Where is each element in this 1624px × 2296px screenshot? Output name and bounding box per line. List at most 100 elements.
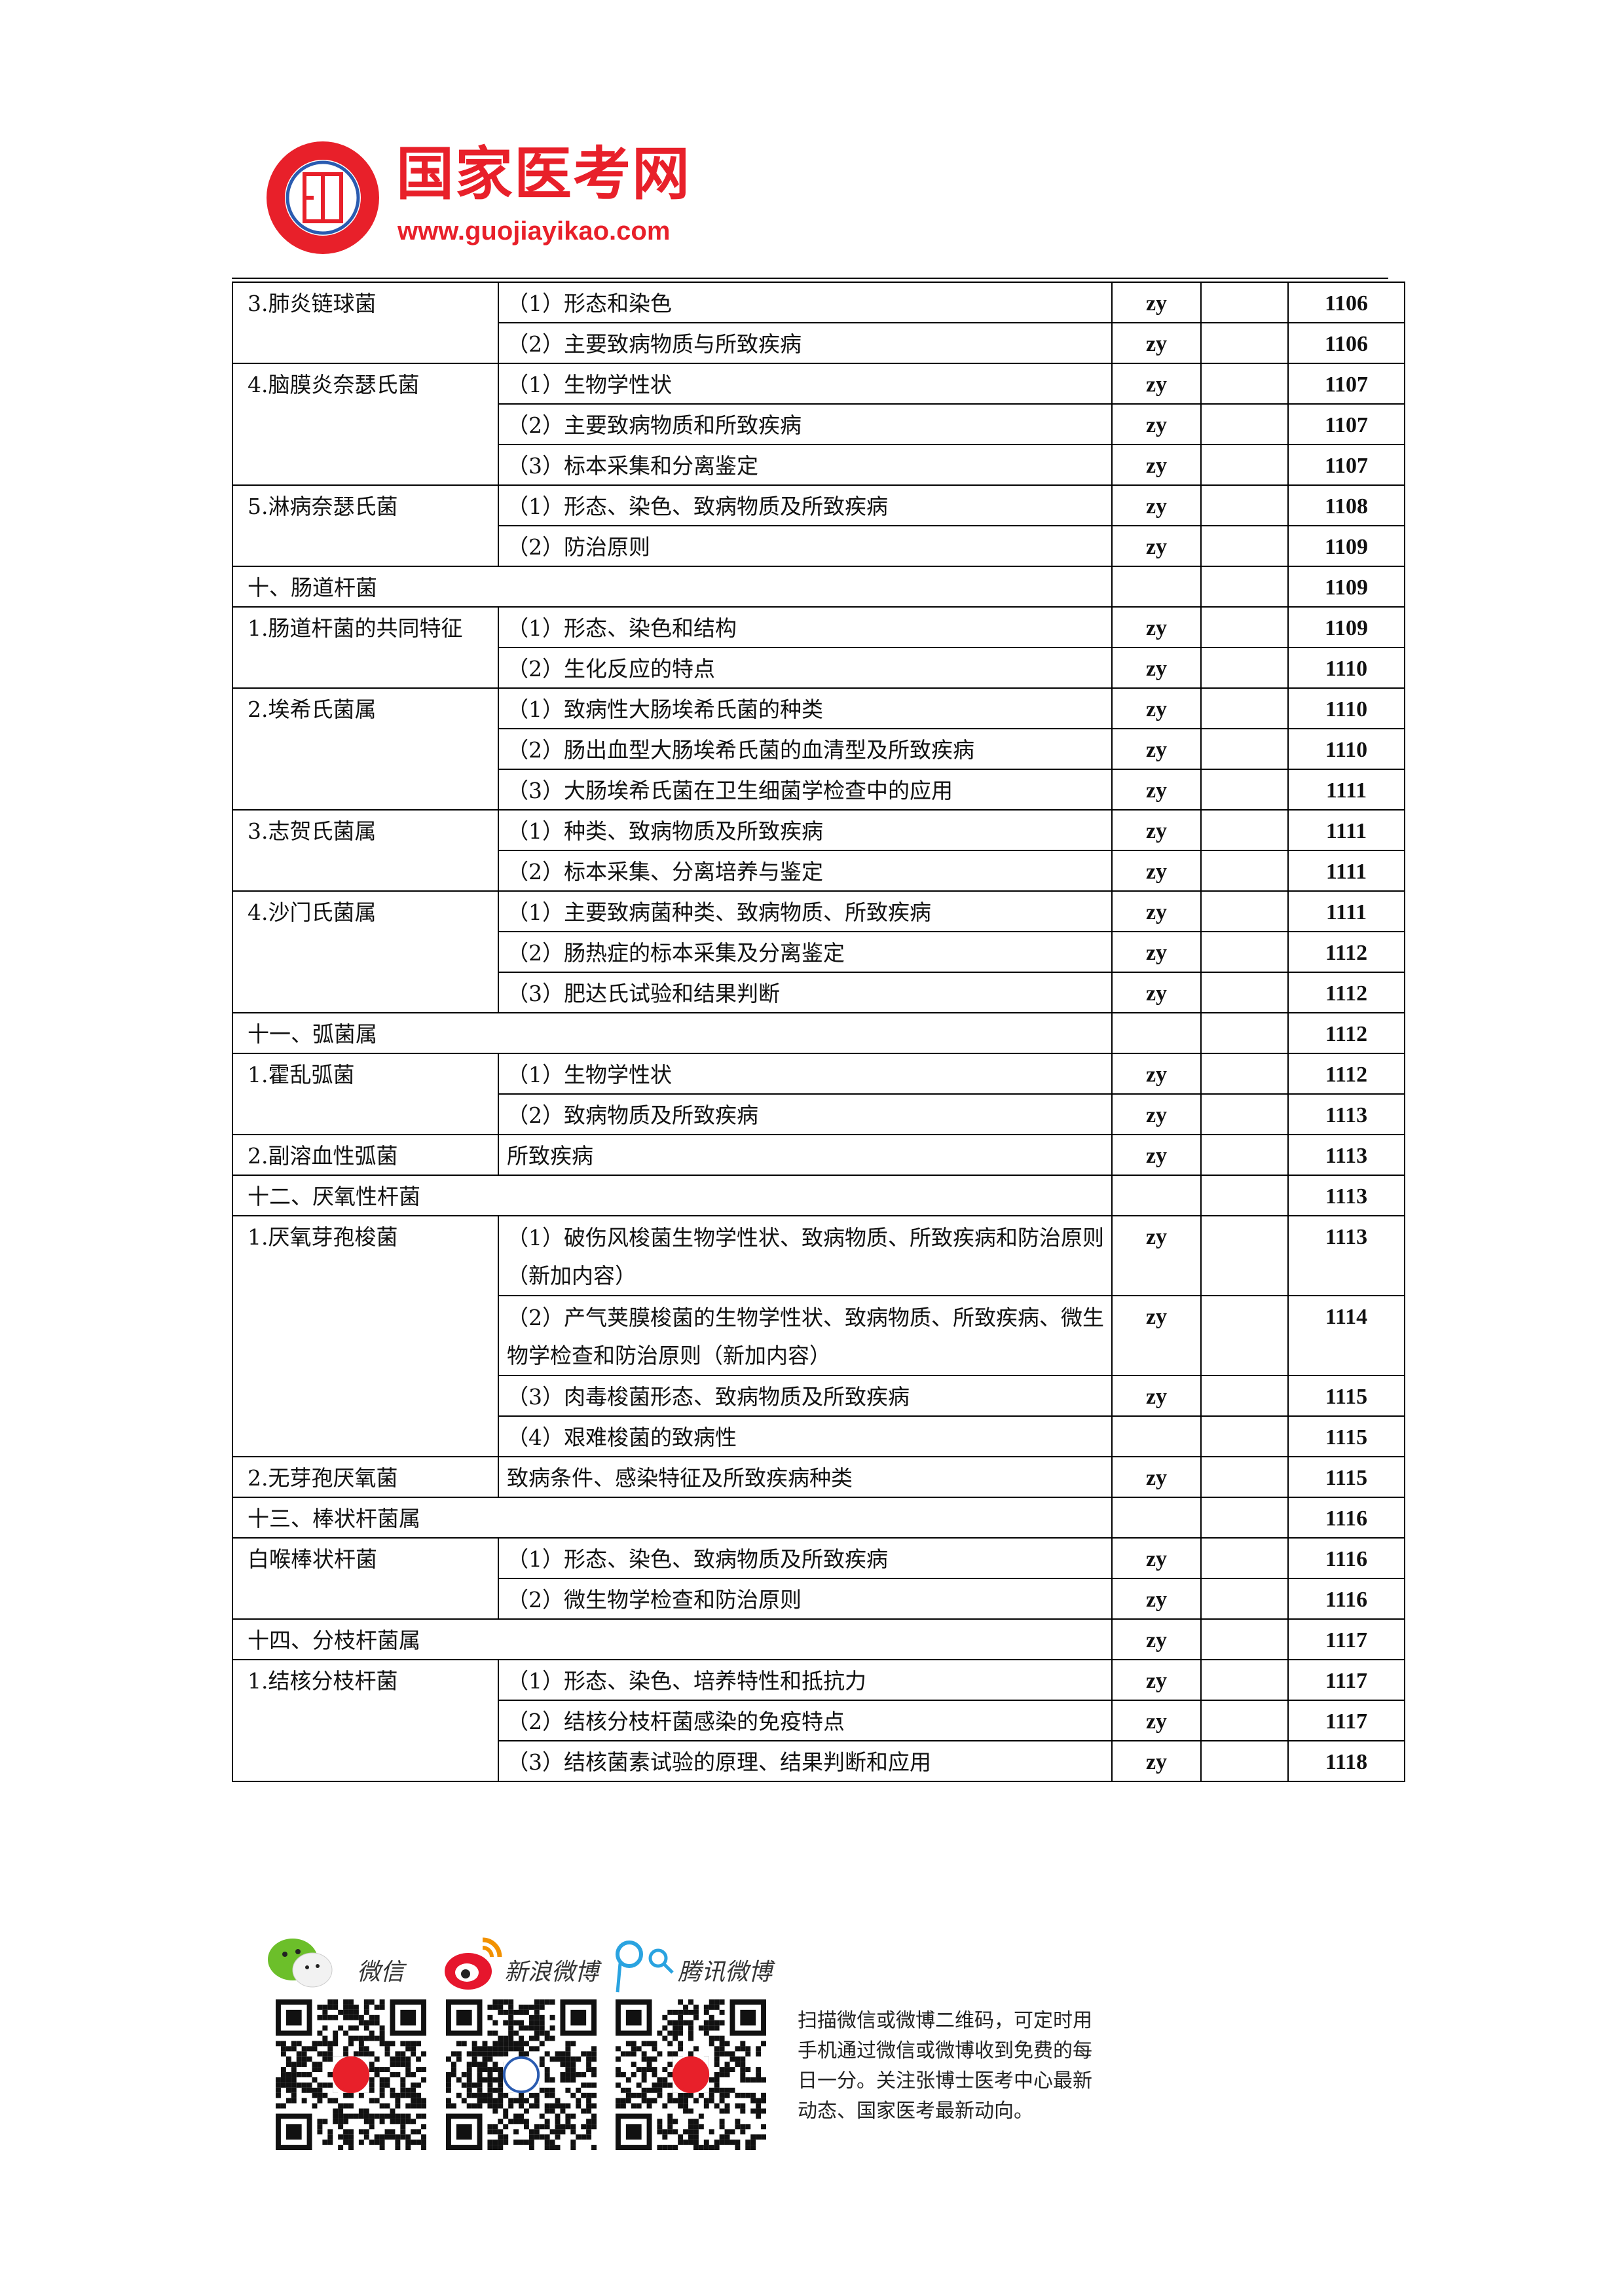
subtopic-text: （3）大肠埃希氏菌在卫生细菌学检查中的应用 [498,769,1113,811]
topic-name: 5.淋病奈瑟氏菌 [232,484,499,567]
table-row: 4.脑膜炎奈瑟氏菌 （1）生物学性状 zy 1107 [232,363,1405,486]
section-row: 十一、弧菌属 1112 [232,1012,1405,1054]
empty-cell [1200,1618,1289,1660]
page-cell: 1111 [1287,890,1405,932]
subtopic-text: （2）结核分枝杆菌感染的免疫特点 [498,1700,1113,1741]
page-cell: 1109 [1287,606,1405,648]
empty-cell [1200,687,1289,729]
subtopic-text: （1）致病性大肠埃希氏菌的种类 [498,687,1113,729]
empty-cell [1200,1134,1289,1176]
page-cell: 1115 [1287,1456,1405,1498]
empty-cell [1200,282,1289,323]
empty-cell [1200,1700,1289,1741]
empty-cell [1200,1456,1289,1498]
syllabus-table: 3.肺炎链球菌 （1）形态和染色 zy 1106 （2）主要致病物质与所致疾病 zy 110… [232,282,1405,1782]
table-row: （2）微生物学检查和防治原则 zy 1116 [232,1578,1405,1620]
table-row: 1.肠道杆菌的共同特征 （1）形态、染色和结构 zy 1109 [232,606,1405,689]
section-title: 十三、棒状杆菌属 [232,1497,1113,1539]
topic-name: 4.脑膜炎奈瑟氏菌 [232,363,499,486]
subtopic-text: （1）生物学性状 [498,1053,1113,1095]
subtopic-text: 所致疾病 [498,1134,1113,1176]
page-cell: 1116 [1287,1537,1405,1579]
subtopic-text: （2）标本采集、分离培养与鉴定 [498,850,1113,892]
table-row: 1.结核分枝杆菌 （1）形态、染色、培养特性和抵抗力 zy 1117 [232,1659,1405,1782]
topic-name: 1.厌氧芽孢梭菌 [232,1215,499,1457]
mark-cell: zy [1111,606,1202,648]
footer-note: 扫描微信或微博二维码，可定时用 手机通过微信或微博收到免费的每 日一分。关注张博… [798,2006,1151,2126]
mark-cell: zy [1111,1134,1202,1176]
subtopic-text: （1）形态、染色和结构 [498,606,1113,648]
weibo-label: 新浪微博 [504,1959,599,1986]
page-cell: 1109 [1287,525,1405,567]
subtopic-text: （3）肥达氏试验和结果判断 [498,972,1113,1013]
table-row: （3）标本采集和分离鉴定 zy 1107 [232,444,1405,486]
footer-line: 动态、国家医考最新动向。 [798,2100,1033,2123]
topic-name: 4.沙门氏菌属 [232,890,499,1013]
empty-cell [1200,566,1289,608]
page-cell: 1117 [1287,1618,1405,1660]
mark-cell: zy [1111,809,1202,851]
mark-cell: zy [1111,322,1202,364]
tencent-weibo-icon [616,1941,674,1993]
mark-cell: zy [1111,850,1202,892]
topic-name: 2.副溶血性弧菌 [232,1134,499,1176]
subtopic-text: 致病条件、感染特征及所致疾病种类 [498,1456,1113,1498]
subtopic-text: （3）标本采集和分离鉴定 [498,444,1113,486]
topic-name: 2.埃希氏菌属 [232,687,499,811]
weibo-icon [445,1937,502,1990]
table-row: 4.沙门氏菌属 （1）主要致病菌种类、致病物质、所致疾病 zy 1111 [232,890,1405,1013]
empty-cell [1200,1175,1289,1216]
page-cell: 1113 [1287,1175,1405,1216]
mark-cell: zy [1111,769,1202,811]
mark-cell [1111,1012,1202,1054]
mark-cell: zy [1111,1295,1202,1376]
table-row: （2）主要致病物质与所致疾病 zy 1106 [232,322,1405,364]
table-row: 2.无芽孢厌氧菌 致病条件、感染特征及所致疾病种类 zy 1115 [232,1456,1405,1498]
page-cell: 1107 [1287,444,1405,486]
mark-cell: zy [1111,1578,1202,1620]
topic-name: 1.肠道杆菌的共同特征 [232,606,499,689]
table-row: （3）结核菌素试验的原理、结果判断和应用 zy 1118 [232,1740,1405,1782]
empty-cell [1200,1659,1289,1701]
footer-line: 日一分。关注张博士医考中心最新 [798,2069,1092,2092]
table-row: 1.霍乱弧菌 （1）生物学性状 zy 1112 [232,1053,1405,1135]
brand-url[interactable]: www.guojiayikao.com [397,217,671,246]
subtopic-text: （3）肉毒梭菌形态、致病物质及所致疾病 [498,1375,1113,1417]
page-cell: 1109 [1287,566,1405,608]
page-cell: 1107 [1287,403,1405,445]
empty-cell [1200,484,1289,526]
section-title: 十一、弧菌属 [232,1012,1113,1054]
mark-cell: zy [1111,484,1202,526]
empty-cell [1200,1053,1289,1095]
mark-cell: zy [1111,1456,1202,1498]
section-row: 十二、厌氧性杆菌 1113 [232,1175,1405,1216]
table-row: （2）致病物质及所致疾病 zy 1113 [232,1093,1405,1135]
empty-cell [1200,363,1289,405]
empty-cell [1200,890,1289,932]
table-row: （2）结核分枝杆菌感染的免疫特点 zy 1117 [232,1700,1405,1741]
site-logo: 国家医考网 www.guojiayikao.com [265,137,710,262]
empty-cell [1200,1740,1289,1782]
table-row: （4）艰难梭菌的致病性 1115 [232,1415,1405,1457]
footer-line: 扫描微信或微博二维码，可定时用 [798,2009,1092,2032]
empty-cell [1200,525,1289,567]
subtopic-text: （1）破伤风梭菌生物学性状、致病物质、所致疾病和防治原则（新加内容） [498,1215,1113,1296]
subtopic-text: （2）生化反应的特点 [498,647,1113,689]
page-cell: 1115 [1287,1375,1405,1417]
table-row: （3）肉毒梭菌形态、致病物质及所致疾病 zy 1115 [232,1375,1405,1417]
topic-name: 1.霍乱弧菌 [232,1053,499,1135]
empty-cell [1200,931,1289,973]
page-cell: 1113 [1287,1134,1405,1176]
mark-cell: zy [1111,1659,1202,1701]
mark-cell: zy [1111,282,1202,323]
table-row: （2）标本采集、分离培养与鉴定 zy 1111 [232,850,1405,892]
subtopic-text: （1）种类、致病物质及所致疾病 [498,809,1113,851]
table-row: （2）肠热症的标本采集及分离鉴定 zy 1112 [232,931,1405,973]
table-row: 2.埃希氏菌属 （1）致病性大肠埃希氏菌的种类 zy 1110 [232,687,1405,811]
topic-name: 白喉棒状杆菌 [232,1537,499,1620]
empty-cell [1200,769,1289,811]
page-cell: 1118 [1287,1740,1405,1782]
page-cell: 1106 [1287,322,1405,364]
page-cell: 1110 [1287,647,1405,689]
mark-cell [1111,1497,1202,1539]
